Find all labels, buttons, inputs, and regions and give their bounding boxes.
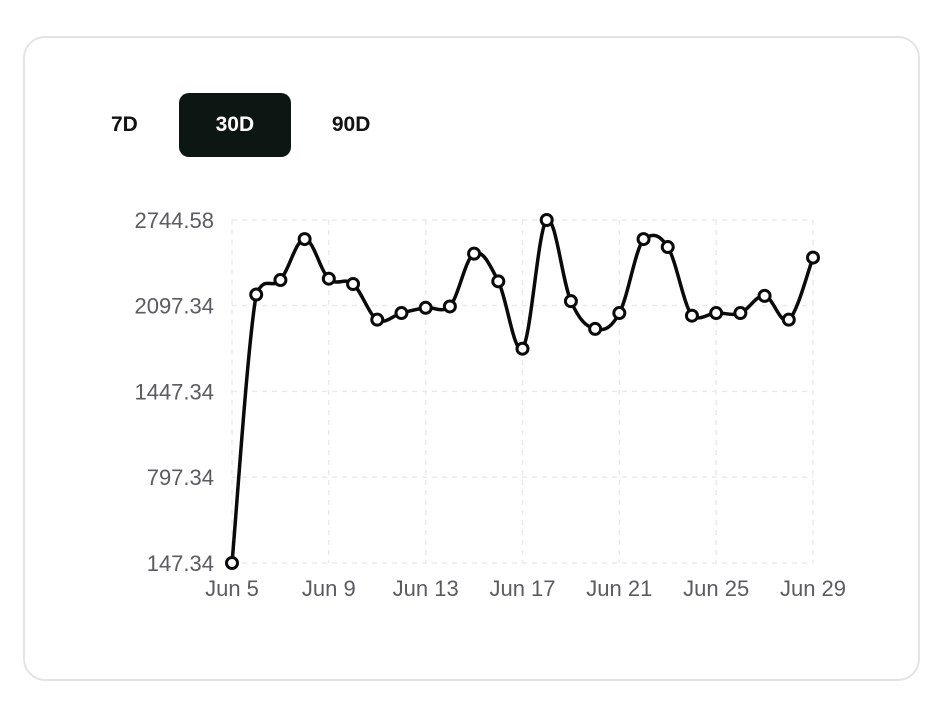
y-tick-label: 2097.34 — [134, 293, 214, 318]
data-point — [539, 213, 554, 227]
chart-grid — [231, 219, 814, 564]
data-point — [660, 240, 675, 255]
tab-30d[interactable]: 30D — [178, 93, 291, 157]
x-axis: Jun 5 Jun 9 Jun 13 Jun 17 Jun 21 Jun 25 Jun 29 — [205, 576, 846, 601]
x-tick-label: Jun 21 — [586, 576, 652, 601]
data-point — [733, 306, 748, 321]
tab-90d[interactable]: 90D — [331, 113, 371, 136]
tab-7d[interactable]: 7D — [111, 113, 138, 136]
y-tick-label: 2744.58 — [134, 208, 214, 233]
data-point — [636, 232, 651, 247]
data-point — [781, 312, 796, 327]
y-tick-label: 797.34 — [147, 465, 214, 490]
data-point — [806, 250, 820, 265]
data-point — [225, 556, 239, 570]
x-tick-label: Jun 25 — [683, 576, 749, 601]
data-point — [467, 246, 482, 261]
data-point — [612, 306, 627, 321]
y-tick-label: 147.34 — [147, 551, 214, 576]
x-tick-label: Jun 29 — [780, 576, 846, 601]
data-point — [346, 276, 361, 291]
data-point — [249, 287, 264, 302]
x-tick-label: Jun 9 — [302, 576, 356, 601]
x-tick-label: Jun 5 — [205, 576, 259, 601]
data-point — [515, 341, 530, 356]
data-point — [442, 299, 457, 314]
x-tick-label: Jun 17 — [489, 576, 555, 601]
chart-card — [23, 36, 920, 681]
data-point — [370, 312, 385, 327]
data-point — [273, 273, 288, 288]
data-point — [394, 306, 409, 321]
y-tick-label: 1447.34 — [134, 379, 214, 404]
data-point — [588, 321, 603, 336]
data-point — [491, 274, 506, 289]
data-point — [297, 232, 312, 247]
y-axis: 147.34 797.34 1447.34 2097.34 2744.58 — [134, 208, 214, 576]
data-point — [418, 300, 433, 315]
x-tick-label: Jun 13 — [393, 576, 459, 601]
data-point — [684, 308, 699, 323]
series-points — [225, 213, 820, 570]
data-point — [321, 271, 336, 286]
data-point — [563, 294, 578, 309]
data-point — [709, 306, 724, 321]
data-point — [757, 288, 772, 303]
range-tabs: 7D 30D 90D — [86, 93, 403, 157]
